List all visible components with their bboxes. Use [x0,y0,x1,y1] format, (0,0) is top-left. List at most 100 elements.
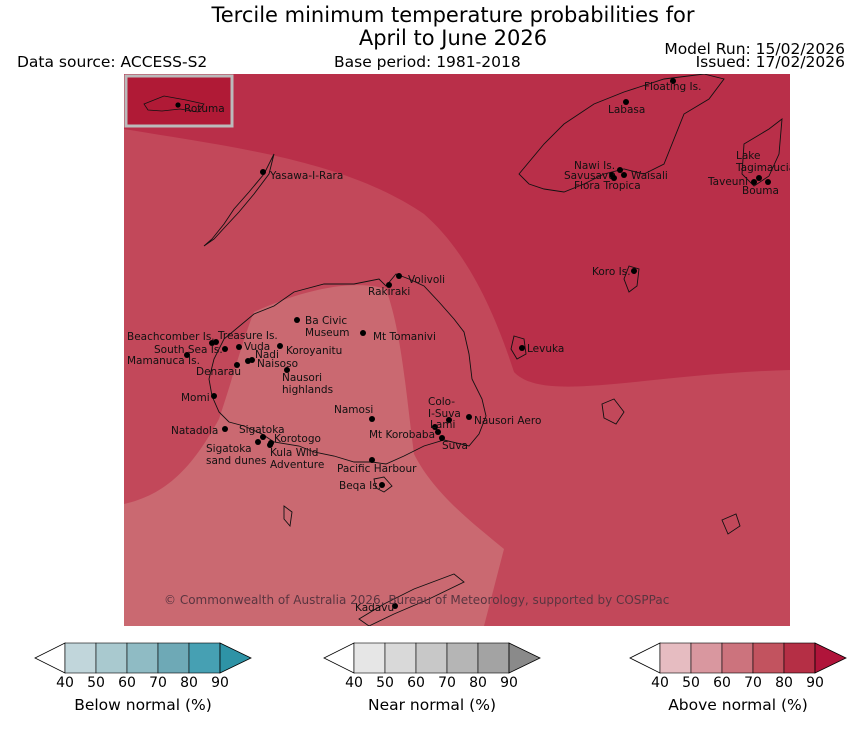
place-marker [267,442,273,448]
place-marker [184,352,190,358]
place-label: Denarau [196,366,241,378]
place-label: Bouma [742,185,779,197]
place-label: Yasawa-I-Rara [269,170,343,182]
colorbar-tick-label: 60 [118,675,136,691]
place-label: Colo-I-Suva [428,396,461,420]
place-label: Flora Tropica [574,180,641,192]
colorbar-1 [323,642,541,674]
place-marker [670,78,676,84]
place-marker [439,435,445,441]
colorbar-tick-label: 40 [651,675,669,691]
place-marker [234,362,240,368]
place-marker [756,175,762,181]
place-label: Waisali [631,170,668,182]
east-islet [601,398,625,425]
yasawa-coastline [203,153,275,247]
place-label: Momi [181,392,210,404]
place-marker [631,268,637,274]
place-marker [260,169,266,175]
place-marker [209,340,215,346]
colorbar-segment [188,642,221,674]
colorbar-segment [157,642,190,674]
taveuni-coastline [741,118,783,187]
place-label: Nausori Aero [474,415,541,427]
place-label: Suva [442,440,468,452]
map-title-line1: Tercile minimum temperature probabilitie… [211,3,695,27]
colorbar-segment [659,642,692,674]
coastlines [203,74,783,626]
place-label: Levuka [527,343,564,355]
colorbar-max-extension [814,642,847,674]
colorbar-tick-label: 70 [438,675,456,691]
place-label: Kula Wild Adventure [270,447,324,471]
place-label: Nawi Is. [574,160,615,172]
place-marker [623,99,629,105]
place-marker [369,416,375,422]
place-label: South Sea Is. [154,344,223,356]
place-label: Namosi [334,404,373,416]
colorbar-tick-label: 50 [87,675,105,691]
place-marker [294,317,300,323]
place-label: Beachcomber Is. [127,331,215,343]
data-source-label: Data source: ACCESS-S2 [17,53,208,71]
place-label: Floating Is. [644,81,701,93]
place-label: Treasure Is. [217,330,278,342]
colorbar-tick-label: 50 [682,675,700,691]
place-marker [260,434,266,440]
colorbar-tick-label: 80 [469,675,487,691]
place-marker [751,179,757,185]
place-label: Mt Tomanivi [373,331,436,343]
colorbar-segment [384,642,417,674]
colorbar-0 [34,642,252,674]
place-label: Koro Is. [592,266,631,278]
colorbar-max-extension [508,642,541,674]
place-label: Lake Tagimaucia [735,150,790,174]
west-islet [283,505,293,528]
place-label: Koroyanitu [286,345,342,357]
map-band-60-center [124,285,504,626]
place-marker [519,345,525,351]
colorbar-2 [629,642,847,674]
copyright-notice: © Commonwealth of Australia 2026, Bureau… [164,593,669,607]
place-marker [249,357,255,363]
issued-label: Issued: 17/02/2026 [695,53,845,71]
place-marker [222,426,228,432]
colorbar-segment [126,642,159,674]
place-marker [621,172,627,178]
place-marker [396,273,402,279]
colorbar-tick-label: 50 [376,675,394,691]
place-marker [284,367,290,373]
place-marker [379,482,385,488]
colorbar-tick-label: 70 [744,675,762,691]
place-label: Sigatoka sand dunes [206,443,266,467]
place-label: Pacific Harbour [337,463,417,475]
colorbar-segment [783,642,816,674]
place-label: Beqa Is. [339,480,381,492]
place-marker [360,330,366,336]
colorbar-segment [353,642,386,674]
colorbar-tick-label: 70 [149,675,167,691]
colorbar-segment [64,642,97,674]
colorbar-tick-label: 80 [180,675,198,691]
place-label: Taveuni [707,176,748,188]
place-marker [255,439,261,445]
place-marker [211,393,217,399]
ovalau-coastline [510,335,527,360]
place-label: Mamanuca Is. [127,355,200,367]
colorbar-max-extension [219,642,252,674]
map-title-line2: April to June 2026 [358,26,548,50]
viti-levu-coastline [208,273,487,465]
colorbar-tick-label: 40 [56,675,74,691]
koro-coastline [623,265,640,293]
colorbar-tick-label: 60 [713,675,731,691]
place-label: Ba Civic Museum [305,315,350,339]
inset-place-label: Rotuma [184,103,225,115]
model-run-label: Model Run: 15/02/2026 [664,40,845,58]
colorbar-tick-label: 90 [500,675,518,691]
place-label: Nausori highlands [282,372,333,396]
place-marker [446,417,452,423]
colorbar-tick-label: 40 [345,675,363,691]
place-label: Kadavu [355,602,394,614]
place-marker [611,175,617,181]
